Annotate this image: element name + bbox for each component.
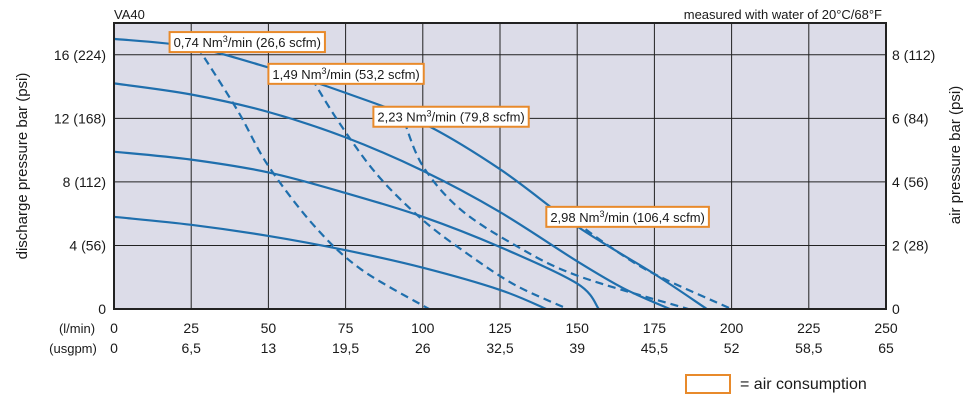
x-tick-label-lpm-5: 125 [488, 320, 512, 336]
y2-axis-tick-labels: 0 2 (28) 4 (56) 6 (84) 8 (112) [892, 47, 935, 317]
x-tick-label-usgpm-1: 6,5 [181, 340, 201, 356]
x-tick-label-lpm-0: 0 [110, 320, 118, 336]
chart-subtitle: measured with water of 20°C/68°F [684, 7, 882, 22]
air-consumption-text: 0,74 Nm3/min (26,6 scfm) [174, 34, 321, 50]
chart-title: VA40 [114, 7, 145, 22]
air-consumption-box [545, 205, 710, 228]
air-consumption-curve-4 [196, 46, 430, 310]
air-consumption-label-2: 2,23 Nm3/min (79,8 scfm) [372, 105, 530, 128]
air-consumption-text: 1,49 Nm3/min (53,2 scfm) [272, 66, 419, 82]
pressure-curve-1 [113, 82, 671, 311]
air-consumption-text: 2,98 Nm3/min (106,4 scfm) [550, 209, 705, 225]
air-consumption-text: 2,23 Nm3/min (79,8 scfm) [377, 109, 524, 125]
y-tick-label-4: 16 (224) [54, 47, 106, 63]
legend-swatch [685, 374, 731, 394]
pressure-curve-2 [113, 150, 600, 310]
air-consumption-label-3: 2,98 Nm3/min (106,4 scfm) [545, 205, 710, 228]
series-lines [113, 37, 733, 311]
x-tick-label-lpm-3: 75 [338, 320, 354, 336]
x-tick-label-lpm-9: 225 [797, 320, 821, 336]
y2-tick-label-4: 8 (112) [892, 47, 935, 63]
y2-tick-label-2: 4 (56) [892, 174, 929, 190]
air-consumption-box [168, 31, 326, 54]
x-tick-label-usgpm-9: 58,5 [795, 340, 822, 356]
legend-label: = air consumption [740, 376, 867, 393]
air-consumption-labels: 0,74 Nm3/min (26,6 scfm) 1,49 Nm3/min (53… [168, 31, 710, 228]
plot-frame [113, 22, 887, 310]
y-tick-label-2: 8 (112) [63, 174, 106, 190]
x-tick-label-usgpm-0: 0 [110, 340, 118, 356]
air-consumption-box [372, 105, 530, 128]
x-tick-label-lpm-2: 50 [261, 320, 277, 336]
y2-tick-label-1: 2 (28) [892, 237, 929, 253]
x-tick-label-lpm-10: 250 [874, 320, 898, 336]
air-consumption-label-0: 0,74 Nm3/min (26,6 scfm) [168, 31, 326, 54]
air-consumption-curve-5 [304, 66, 569, 310]
y2-tick-label-3: 6 (84) [892, 110, 929, 126]
air-consumption-box [267, 62, 425, 85]
pressure-curve-3 [113, 215, 547, 311]
x-tick-label-lpm-4: 100 [411, 320, 435, 336]
x-tick-label-lpm-8: 200 [720, 320, 744, 336]
x-tick-label-usgpm-4: 26 [415, 340, 431, 356]
x-tick-label-usgpm-2: 13 [261, 340, 277, 356]
y-axis-label: discharge pressure bar (psi) [14, 73, 31, 260]
x-tick-label-lpm-6: 150 [566, 320, 590, 336]
x-tick-label-lpm-1: 25 [183, 320, 199, 336]
x-tick-label-usgpm-10: 65 [878, 340, 894, 356]
x-axis-tick-labels: 0 0 25 6,5 50 13 75 19,5 100 26 125 32,5 150 39 175 45,… [110, 320, 898, 356]
y2-tick-label-0: 0 [892, 301, 900, 317]
x-tick-label-usgpm-5: 32,5 [486, 340, 513, 356]
x-row-label-usgpm: (usgpm) [49, 341, 97, 356]
x-tick-label-usgpm-6: 39 [569, 340, 585, 356]
x-tick-label-lpm-7: 175 [643, 320, 667, 336]
x-tick-label-usgpm-3: 19,5 [332, 340, 359, 356]
air-consumption-label-1: 1,49 Nm3/min (53,2 scfm) [267, 62, 425, 85]
air-consumption-curve-7 [564, 212, 733, 311]
y-tick-label-0: 0 [98, 301, 106, 317]
x-row-label-lpm: (l/min) [59, 321, 95, 336]
y-axis-tick-labels: 0 4 (56) 8 (112) 12 (168) 16 (224) [54, 47, 106, 317]
y2-axis-label: air pressure bar (psi) [947, 86, 964, 224]
y-tick-label-1: 4 (56) [69, 237, 106, 253]
x-tick-label-usgpm-8: 52 [724, 340, 740, 356]
x-tick-label-usgpm-7: 45,5 [641, 340, 668, 356]
y-tick-label-3: 12 (168) [54, 110, 106, 126]
